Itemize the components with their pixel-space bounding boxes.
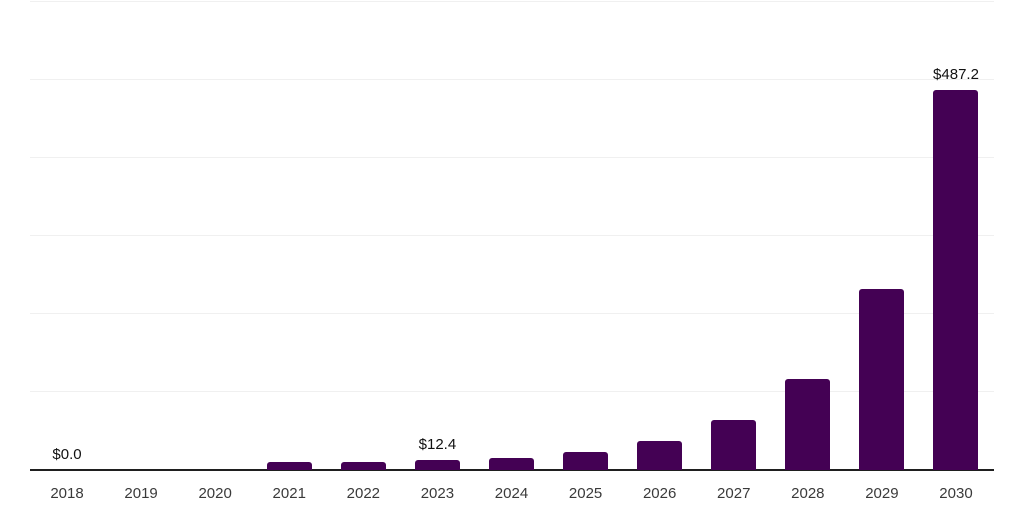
x-tick-label-2021: 2021 xyxy=(272,485,306,502)
gridline-300 xyxy=(30,235,994,236)
data-label-2023: $12.4 xyxy=(418,436,457,454)
x-tick-label-2028: 2028 xyxy=(791,485,825,502)
gridline-200 xyxy=(30,313,994,314)
x-tick-label-2030: 2030 xyxy=(939,485,973,502)
x-tick-label-2029: 2029 xyxy=(865,485,899,502)
bar-2027 xyxy=(711,420,757,470)
bar-2029 xyxy=(859,288,905,470)
x-tick-label-2027: 2027 xyxy=(717,485,751,502)
x-tick-label-2022: 2022 xyxy=(346,485,381,502)
plot-area: $0.0 $12.4 $487.2 xyxy=(30,0,994,471)
bar-2023 xyxy=(414,460,460,470)
bar-2028 xyxy=(785,379,831,470)
gridline-100 xyxy=(30,391,994,392)
gridline-600 xyxy=(30,1,994,2)
x-tick-label-2023: 2023 xyxy=(420,485,455,502)
x-tick-label-2019: 2019 xyxy=(124,485,158,502)
x-tick-label-2020: 2020 xyxy=(198,485,232,502)
bar-2030 xyxy=(933,89,979,470)
bar-2024 xyxy=(488,458,534,470)
gridline-500 xyxy=(30,79,994,80)
x-tick-label-2025: 2025 xyxy=(568,485,603,502)
x-tick-label-2026: 2026 xyxy=(642,485,677,502)
data-label-2018: $0.0 xyxy=(52,446,82,463)
gridline-400 xyxy=(30,157,994,158)
bar-2021 xyxy=(266,461,312,470)
x-tick-label-2024: 2024 xyxy=(494,485,529,502)
bar-2025 xyxy=(563,451,609,470)
bar-2022 xyxy=(340,461,386,470)
bar-2026 xyxy=(637,441,683,470)
x-axis-line xyxy=(30,469,994,471)
data-label-2030: $487.2 xyxy=(933,65,979,83)
x-tick-label-2018: 2018 xyxy=(50,485,84,502)
